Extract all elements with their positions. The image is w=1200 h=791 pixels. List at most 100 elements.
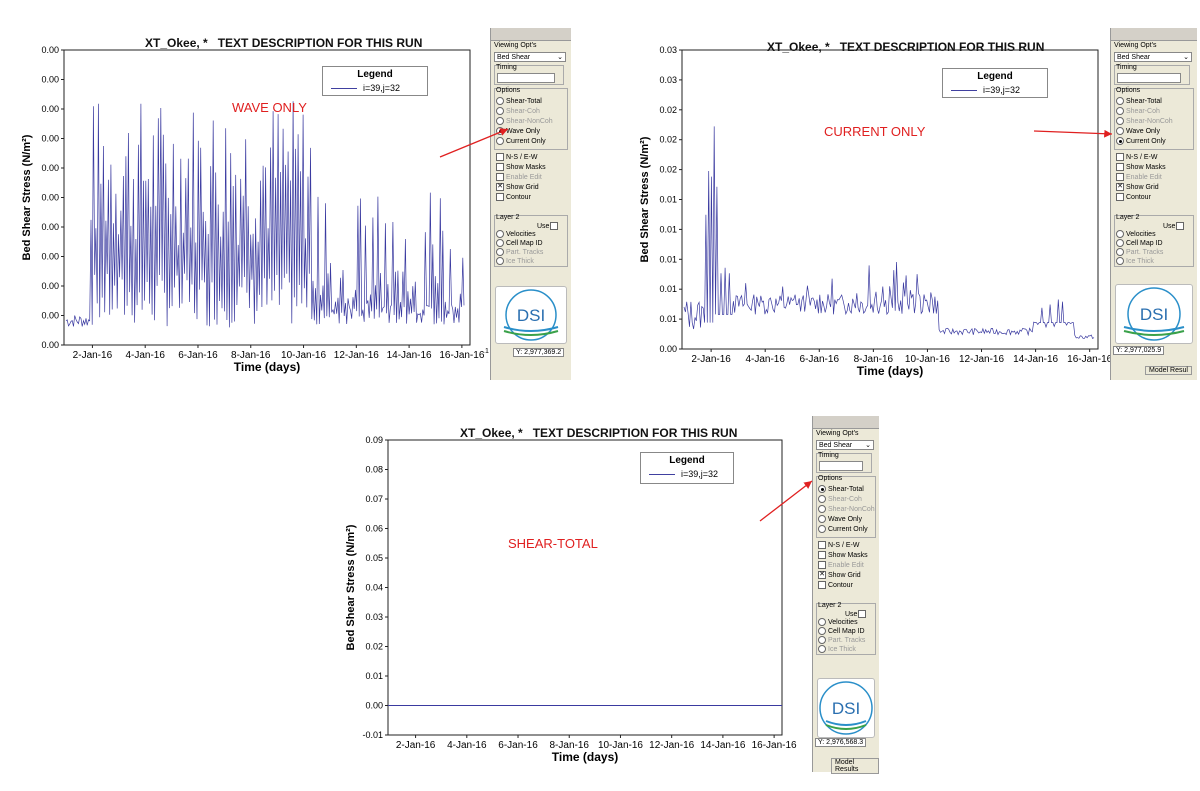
radio-shear-noncoh[interactable]: Shear-NonCoh xyxy=(818,505,875,513)
checkbox-show-masks[interactable]: Show Masks xyxy=(1116,163,1166,171)
radio-icon xyxy=(1116,137,1124,145)
radio-shear-noncoh[interactable]: Shear-NonCoh xyxy=(496,117,553,125)
radio-shear-total[interactable]: Shear-Total xyxy=(496,97,542,105)
viewing-options-panel: Viewing Opt's Bed Shear ⌄ Timing Options She… xyxy=(812,416,879,774)
radio-shear-coh[interactable]: Shear-Coh xyxy=(1116,107,1160,115)
radio-current-only[interactable]: Current Only xyxy=(818,525,868,533)
timing-label: Timing xyxy=(818,452,839,459)
y-tick-label: 0.02 xyxy=(365,642,383,652)
layer2-use-checkbox[interactable]: Use xyxy=(537,222,560,230)
view-type-dropdown[interactable]: Bed Shear ⌄ xyxy=(816,440,874,450)
checkbox-enable-edit[interactable]: Enable Edit xyxy=(1116,173,1162,181)
radio-velocities[interactable]: Velocities xyxy=(1116,230,1156,238)
y-tick-label: 0.02 xyxy=(659,165,677,175)
x-tick-label: 2-Jan-16 xyxy=(396,740,436,751)
radio-part-tracks[interactable]: Part. Tracks xyxy=(818,636,865,644)
layer2-label: Layer 2 xyxy=(818,602,842,609)
x-tick-label: 14-Jan-16 xyxy=(700,740,745,751)
model-results-tab[interactable]: Model Resul xyxy=(1145,366,1192,375)
chart-title: XT_Okee, * TEXT DESCRIPTION FOR THIS RUN xyxy=(145,36,423,50)
x-tick-label: 16-Jan-16 xyxy=(439,350,484,361)
radio-cell-map-id[interactable]: Cell Map ID xyxy=(496,239,543,247)
checkbox-contour[interactable]: Contour xyxy=(496,193,531,201)
checkbox-n-s-e-w[interactable]: N-S / E-W xyxy=(1116,153,1158,161)
y-axis-label: Bed Shear Stress (N/m²) xyxy=(21,134,33,260)
panel-shear-total: XT_Okee, * TEXT DESCRIPTION FOR THIS RUN… xyxy=(344,416,884,776)
radio-shear-coh[interactable]: Shear-Coh xyxy=(496,107,540,115)
timing-scrollbar[interactable] xyxy=(497,73,555,83)
checkbox-contour[interactable]: Contour xyxy=(818,581,853,589)
y-tick-label: 0.00 xyxy=(41,311,59,321)
legend-title: Legend xyxy=(669,455,705,466)
radio-part-tracks[interactable]: Part. Tracks xyxy=(496,248,543,256)
radio-icon xyxy=(818,645,826,653)
checkbox-icon: ✕ xyxy=(818,571,826,579)
checkbox-icon xyxy=(1116,173,1124,181)
radio-cell-map-id[interactable]: Cell Map ID xyxy=(818,627,865,635)
radio-ice-thick[interactable]: Ice Thick xyxy=(818,645,856,653)
checkbox-show-grid[interactable]: ✕ Show Grid xyxy=(496,183,539,191)
options-group xyxy=(494,88,568,150)
checkbox-n-s-e-w[interactable]: N-S / E-W xyxy=(496,153,538,161)
y-tick-label: 0.06 xyxy=(365,524,383,534)
radio-wave-only[interactable]: Wave Only xyxy=(818,515,862,523)
checkbox-icon xyxy=(1116,193,1124,201)
checkbox-show-grid[interactable]: ✕ Show Grid xyxy=(1116,183,1159,191)
radio-current-only[interactable]: Current Only xyxy=(496,137,546,145)
x-tick-label: 12-Jan-16 xyxy=(649,740,694,751)
x-tick-label: 2-Jan-16 xyxy=(73,350,113,361)
series-line xyxy=(65,101,465,328)
y-tick-label: 0.00 xyxy=(41,75,59,85)
y-tick-label: 0.00 xyxy=(41,45,59,55)
radio-shear-total[interactable]: Shear-Total xyxy=(818,485,864,493)
toolbar-icons xyxy=(813,416,879,429)
dsi-logo: DSI xyxy=(495,286,567,344)
radio-icon xyxy=(496,97,504,105)
radio-velocities[interactable]: Velocities xyxy=(496,230,536,238)
timing-scrollbar[interactable] xyxy=(819,461,863,471)
x-tick-label: 4-Jan-16 xyxy=(125,350,165,361)
annotation-label: SHEAR-TOTAL xyxy=(508,536,598,551)
radio-ice-thick[interactable]: Ice Thick xyxy=(496,257,534,265)
legend-entry: i=39,j=32 xyxy=(681,469,719,479)
checkbox-contour[interactable]: Contour xyxy=(1116,193,1151,201)
checkbox-show-masks[interactable]: Show Masks xyxy=(496,163,546,171)
dsi-logo: DSI xyxy=(1115,284,1193,344)
radio-part-tracks[interactable]: Part. Tracks xyxy=(1116,248,1163,256)
radio-icon xyxy=(818,627,826,635)
x-tick-label: 8-Jan-16 xyxy=(854,354,894,365)
y-tick-label: 0.02 xyxy=(659,135,677,145)
radio-shear-noncoh[interactable]: Shear-NonCoh xyxy=(1116,117,1173,125)
checkbox-enable-edit[interactable]: Enable Edit xyxy=(818,561,864,569)
x-axis-label: Time (days) xyxy=(234,360,300,374)
checkbox-icon xyxy=(858,610,867,618)
radio-shear-total[interactable]: Shear-Total xyxy=(1116,97,1162,105)
radio-shear-coh[interactable]: Shear-Coh xyxy=(818,495,862,503)
layer2-use-checkbox[interactable]: Use xyxy=(845,610,868,618)
layer2-use-checkbox[interactable]: Use xyxy=(1163,222,1186,230)
x-tick-label: 16-Jan-16 xyxy=(1067,354,1110,365)
radio-wave-only[interactable]: Wave Only xyxy=(1116,127,1160,135)
chart-legend: Legend i=39,j=32 xyxy=(322,66,428,96)
radio-velocities[interactable]: Velocities xyxy=(818,618,858,626)
radio-cell-map-id[interactable]: Cell Map ID xyxy=(1116,239,1163,247)
radio-ice-thick[interactable]: Ice Thick xyxy=(1116,257,1154,265)
view-type-dropdown[interactable]: Bed Shear ⌄ xyxy=(494,52,566,62)
y-tick-label: 0.00 xyxy=(41,134,59,144)
timing-scrollbar[interactable] xyxy=(1117,73,1181,83)
layer2-group xyxy=(1114,215,1194,267)
legend-line xyxy=(951,89,977,91)
x-axis-label: Time (days) xyxy=(552,750,618,764)
checkbox-n-s-e-w[interactable]: N-S / E-W xyxy=(818,541,860,549)
model-results-tab[interactable]: Model Results xyxy=(831,758,879,774)
checkbox-enable-edit[interactable]: Enable Edit xyxy=(496,173,542,181)
radio-icon xyxy=(818,515,826,523)
options-label: Options xyxy=(818,475,843,482)
radio-icon xyxy=(818,495,826,503)
view-type-dropdown[interactable]: Bed Shear ⌄ xyxy=(1114,52,1192,62)
checkbox-show-grid[interactable]: ✕ Show Grid xyxy=(818,571,861,579)
checkbox-show-masks[interactable]: Show Masks xyxy=(818,551,868,559)
radio-current-only[interactable]: Current Only xyxy=(1116,137,1166,145)
layer2-group xyxy=(494,215,568,267)
